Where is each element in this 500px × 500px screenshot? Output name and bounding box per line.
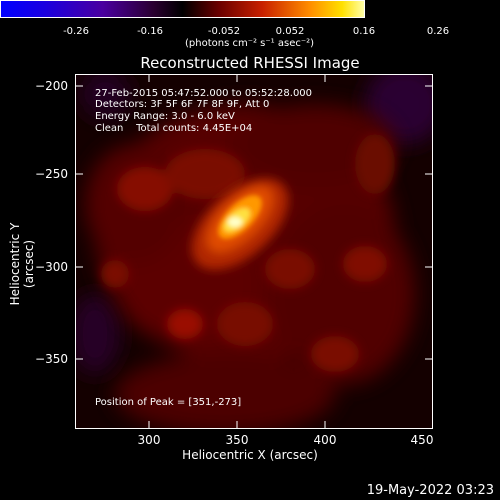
- x-tick-label: 450: [410, 433, 434, 447]
- x-tick-label: 350: [225, 433, 249, 447]
- energy-range: Energy Range: 3.0 - 6.0 keV: [95, 111, 235, 122]
- y-tick-label: −350: [35, 352, 68, 366]
- render-timestamp: 19-May-2022 03:23: [366, 483, 494, 498]
- x-tick-label: 300: [137, 433, 161, 447]
- image-title: Reconstructed RHESSI Image: [140, 54, 360, 72]
- clean-counts: Clean Total counts: 4.45E+04: [95, 123, 253, 134]
- colorbar-unit: (photons cm⁻² s⁻¹ asec⁻²): [185, 38, 315, 49]
- x-tick-label: 400: [313, 433, 337, 447]
- colorbar-gradient: [1, 1, 364, 17]
- y-tick-label: −300: [35, 260, 68, 274]
- colorbar-tick: -0.052: [207, 26, 241, 37]
- y-axis-label: Heliocentric Y (arcsec): [8, 222, 36, 306]
- solar-image: [75, 74, 433, 429]
- colorbar-tick: -0.26: [63, 26, 89, 37]
- colorbar-tick: -0.16: [137, 26, 163, 37]
- colorbar: [0, 0, 365, 18]
- solar-image-panel: [75, 74, 433, 429]
- colorbar-tick: 0.052: [275, 26, 305, 37]
- time-range: 27-Feb-2015 05:47:52.000 to 05:52:28.000: [95, 88, 313, 99]
- colorbar-tick: 0.26: [426, 26, 450, 37]
- colorbar-tick: 0.16: [352, 26, 376, 37]
- peak-position: Position of Peak = [351,-273]: [95, 397, 242, 408]
- y-tick-label: −250: [35, 167, 68, 181]
- detectors-info: Detectors: 3F 5F 6F 7F 8F 9F, Att 0: [95, 99, 270, 110]
- y-tick-label: −200: [35, 79, 68, 93]
- x-axis-label: Heliocentric X (arcsec): [182, 448, 318, 462]
